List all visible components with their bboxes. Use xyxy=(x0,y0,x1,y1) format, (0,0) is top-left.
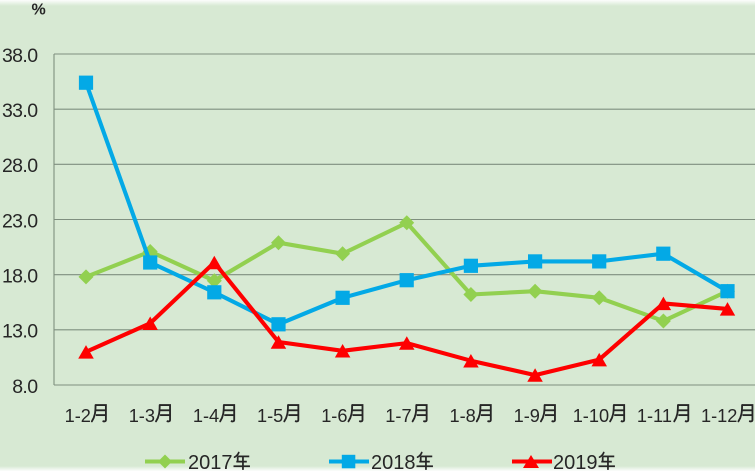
svg-text:%: % xyxy=(32,2,46,19)
svg-text:2018: 2018 xyxy=(371,452,416,471)
svg-text:33.0: 33.0 xyxy=(2,100,38,122)
svg-text:1-12: 1-12 xyxy=(701,406,737,426)
svg-text:2019: 2019 xyxy=(553,452,598,471)
svg-text:1-3: 1-3 xyxy=(129,406,155,426)
svg-text:1-7: 1-7 xyxy=(385,406,411,426)
svg-text:1-6: 1-6 xyxy=(321,406,347,426)
svg-text:1-5: 1-5 xyxy=(257,406,283,426)
svg-text:2017: 2017 xyxy=(188,452,233,471)
svg-text:28.0: 28.0 xyxy=(2,155,38,177)
svg-text:8.0: 8.0 xyxy=(12,376,38,398)
svg-text:38.0: 38.0 xyxy=(2,45,38,67)
svg-text:1-2: 1-2 xyxy=(65,406,91,426)
svg-text:18.0: 18.0 xyxy=(2,266,38,288)
svg-text:13.0: 13.0 xyxy=(2,321,38,343)
svg-text:1-10: 1-10 xyxy=(573,406,609,426)
svg-text:1-11: 1-11 xyxy=(637,406,672,426)
svg-text:23.0: 23.0 xyxy=(2,210,38,232)
svg-text:1-8: 1-8 xyxy=(450,406,476,426)
svg-text:1-4: 1-4 xyxy=(193,406,219,426)
svg-text:1-9: 1-9 xyxy=(514,406,540,426)
